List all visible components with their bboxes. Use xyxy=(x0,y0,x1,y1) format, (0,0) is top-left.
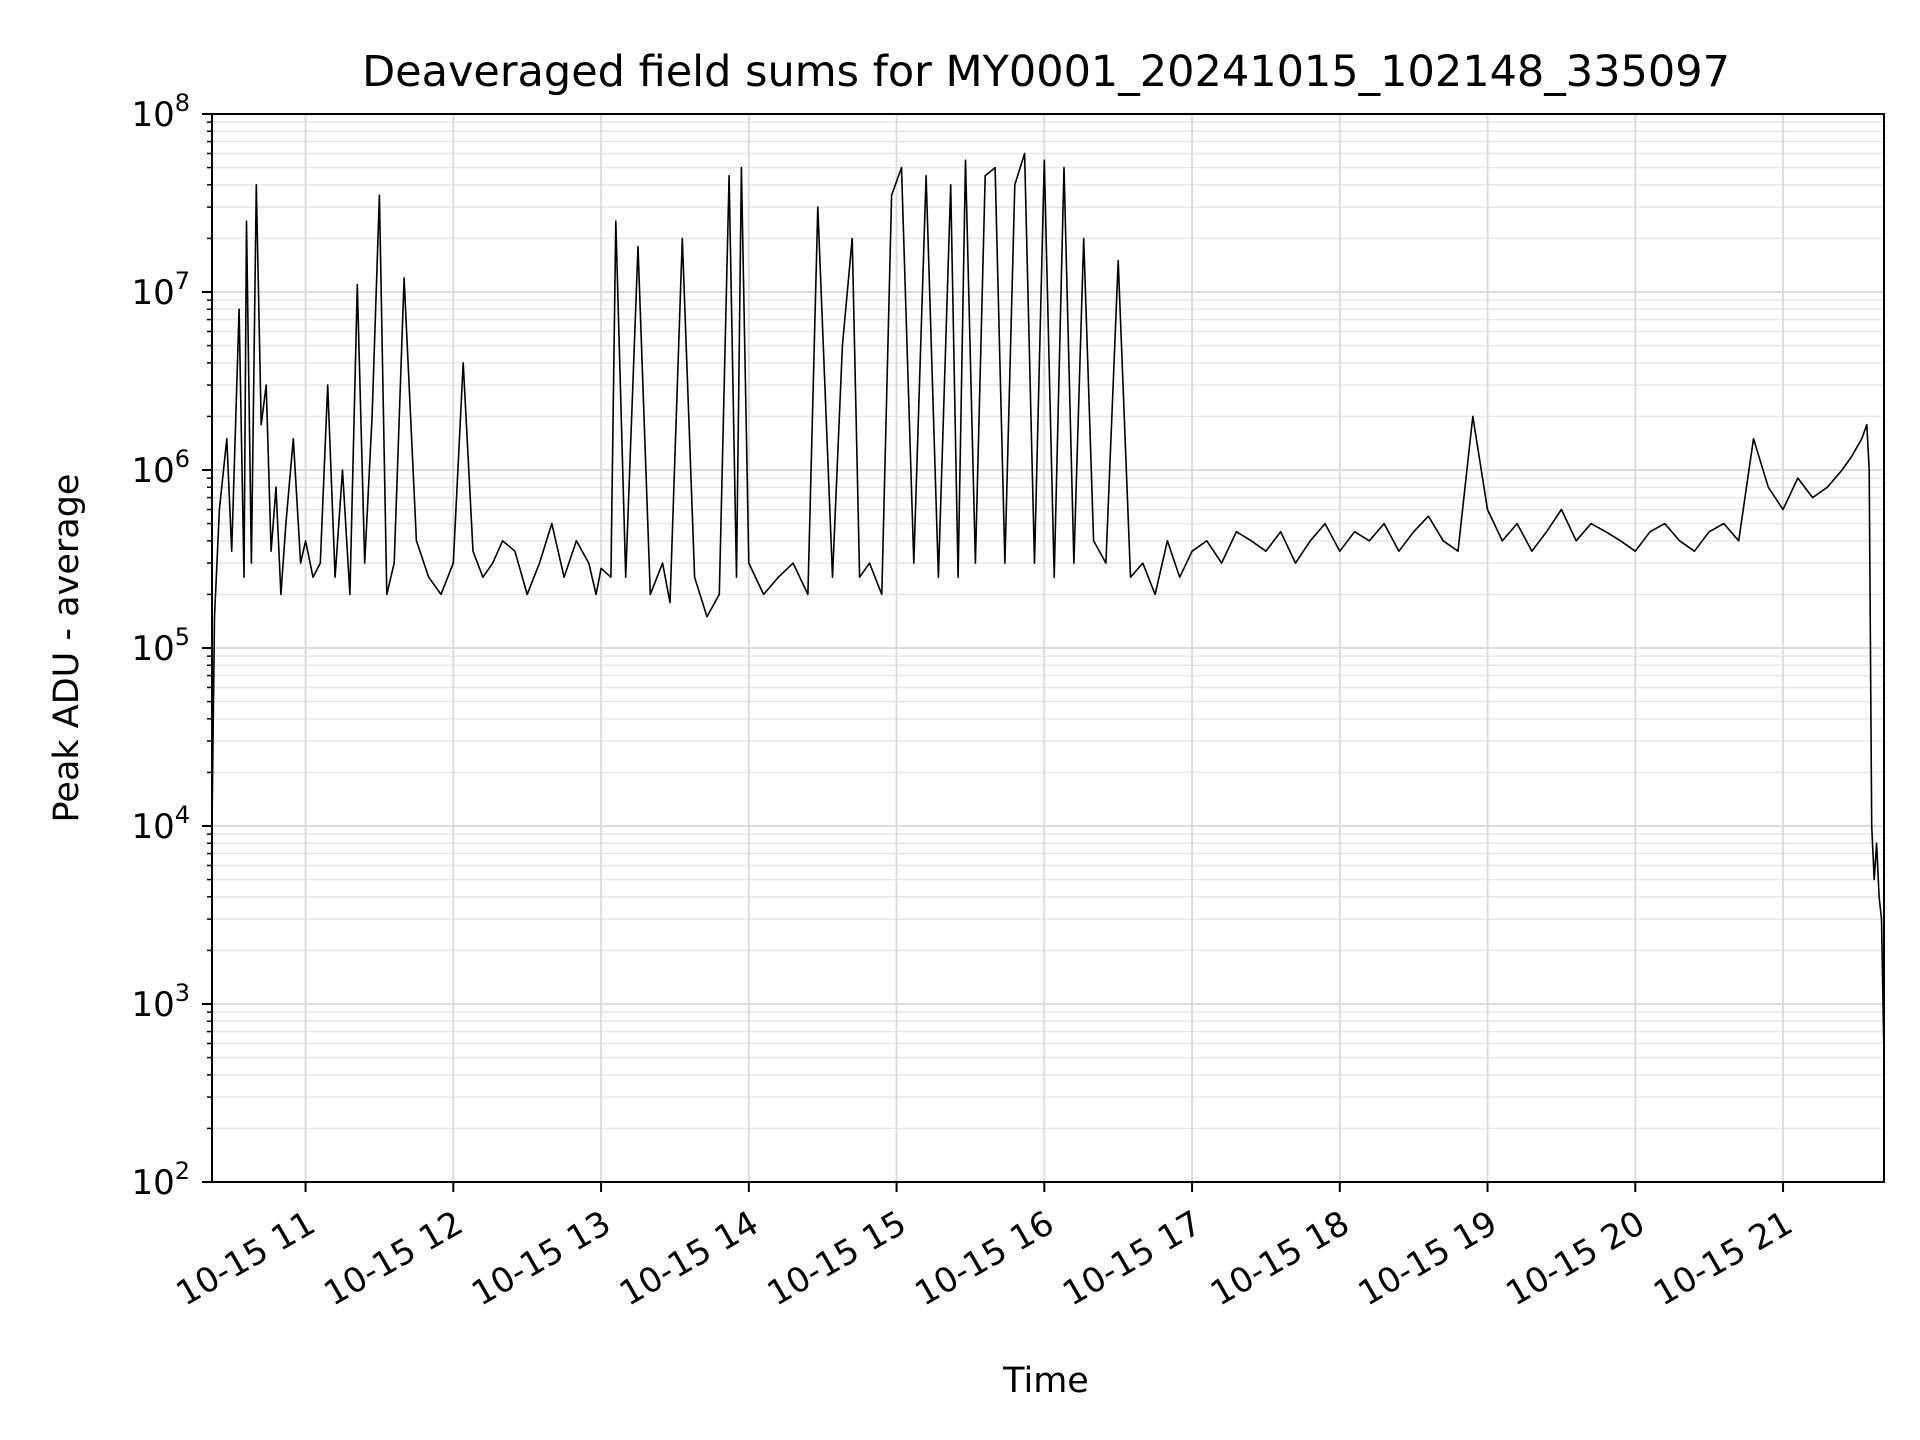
y-tick-label-base: 10 xyxy=(131,985,174,1025)
grid xyxy=(212,113,1884,1183)
y-tick-label: 105 xyxy=(131,623,190,669)
plot-area xyxy=(211,152,1885,1058)
y-tick-label-exponent: 2 xyxy=(175,1157,190,1185)
y-tick-label-base: 10 xyxy=(131,451,174,491)
y-tick-label-base: 10 xyxy=(131,1163,174,1203)
y-tick-label: 108 xyxy=(131,89,190,135)
y-tick-label-exponent: 6 xyxy=(175,445,190,473)
y-tick-label-base: 10 xyxy=(131,629,174,669)
y-tick-label-base: 10 xyxy=(131,95,174,135)
y-axis-label: Peak ADU - average xyxy=(47,474,87,823)
y-tick-label: 103 xyxy=(131,979,190,1025)
y-tick-label-base: 10 xyxy=(131,807,174,847)
y-tick-label-exponent: 5 xyxy=(175,623,190,651)
y-tick-label: 106 xyxy=(131,445,190,491)
series-line xyxy=(211,152,1885,1058)
y-tick-label: 107 xyxy=(131,267,190,313)
y-tick-label: 104 xyxy=(131,801,190,847)
y-tick-label-exponent: 7 xyxy=(175,267,190,295)
chart-title: Deaveraged field sums for MY0001_2024101… xyxy=(362,47,1730,97)
y-tick-label: 102 xyxy=(131,1157,190,1203)
y-tick-label-exponent: 8 xyxy=(175,89,190,117)
y-tick-label-exponent: 3 xyxy=(175,979,190,1007)
y-tick-label-base: 10 xyxy=(131,273,174,313)
x-axis-label: Time xyxy=(1002,1361,1089,1401)
y-tick-label-exponent: 4 xyxy=(175,801,190,829)
